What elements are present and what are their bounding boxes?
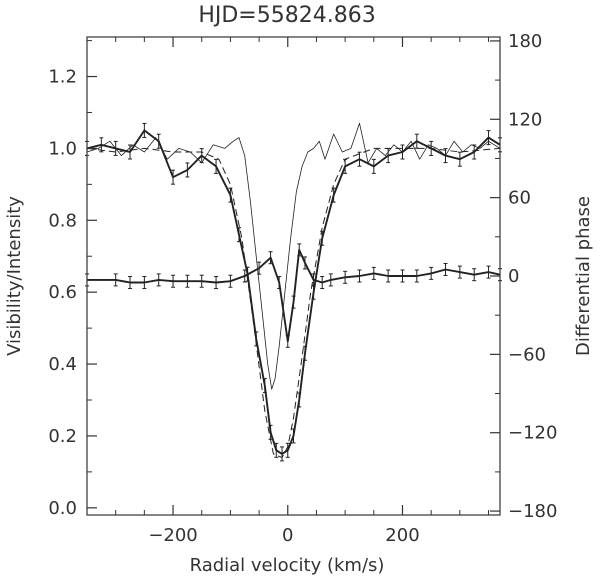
series-line-0 [86,122,501,390]
y-axis-label: Visibility/Intensity [4,196,25,356]
y2-tick-label: −180 [508,501,557,522]
chart-title: HJD=55824.863 [198,3,375,28]
y-tick-label: 0.6 [48,282,77,303]
y-tick-label: 1.2 [48,67,77,88]
y2-tick-label: 120 [508,109,542,130]
series-line-1 [86,147,501,458]
series-line-3 [87,248,501,343]
x-tick-label: 200 [385,525,419,546]
series-layer [85,122,502,462]
y2-tick-label: −120 [508,423,557,444]
y2-tick-label: 0 [508,266,519,287]
y-tick-label: 0.0 [48,498,77,519]
series-line-2 [86,129,501,455]
axis-layer: −200 0 200 0.0 0.2 0.4 0.6 0.8 1.0 1.2 −180 −120 −60… [48,31,557,546]
y2-tick-label: −60 [508,344,546,365]
y2-tick-label: 180 [508,31,542,52]
y2-axis-label: Differential phase [573,196,594,356]
x-tick-label: −200 [148,525,197,546]
y-tick-label: 1.0 [48,138,77,159]
x-axis-label: Radial velocity (km/s) [190,555,385,576]
y-tick-label: 0.4 [48,354,77,375]
y-tick-label: 0.2 [48,426,77,447]
y2-tick-label: 60 [508,188,531,209]
x-tick-label: 0 [282,525,293,546]
y-tick-label: 0.8 [48,210,77,231]
